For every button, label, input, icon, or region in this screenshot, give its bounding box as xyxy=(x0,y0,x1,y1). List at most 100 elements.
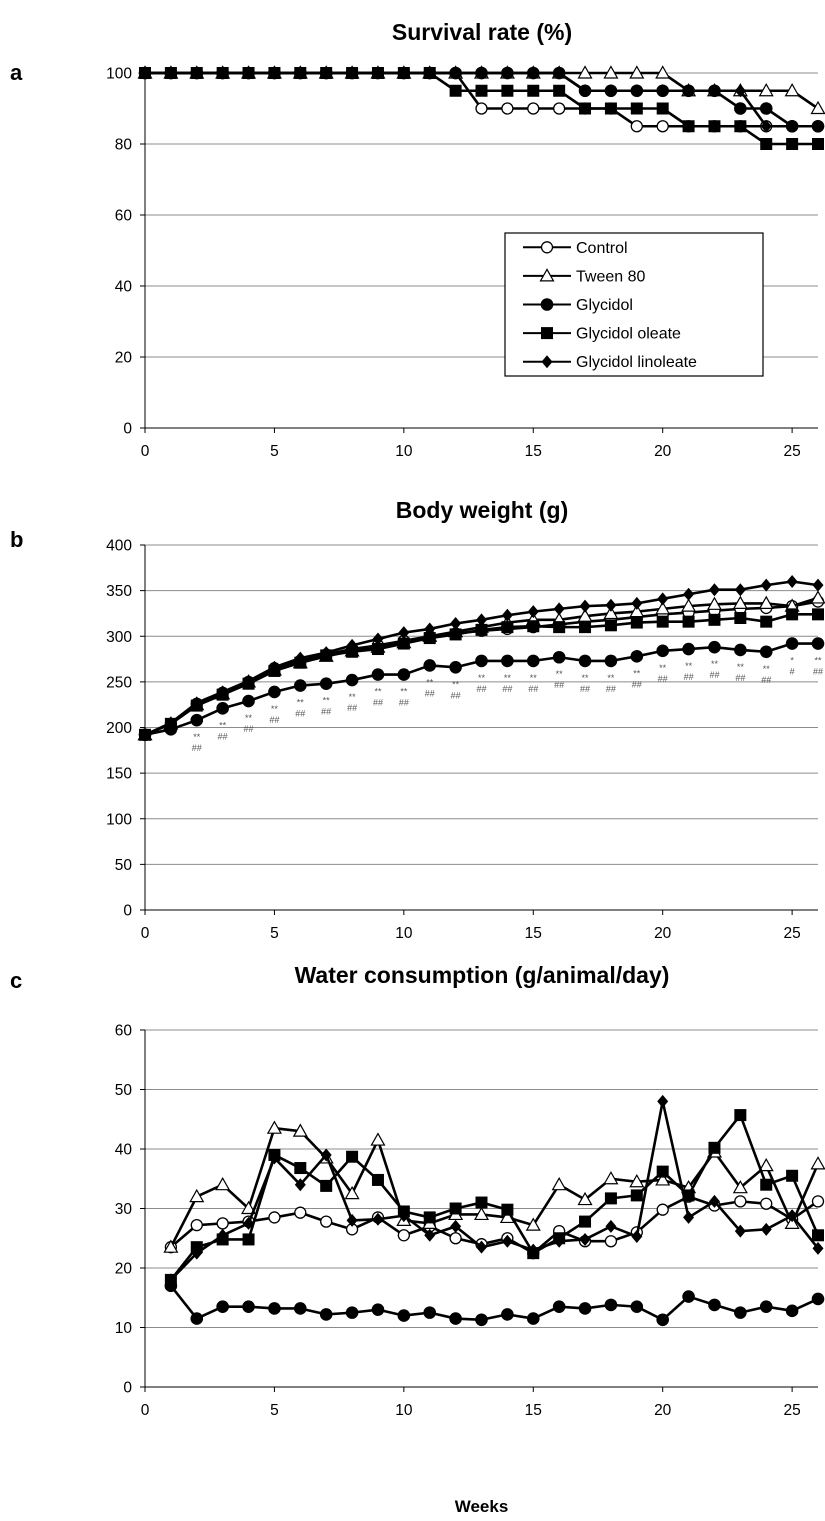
data-point xyxy=(708,1298,721,1312)
data-point xyxy=(759,1300,773,1313)
data-point xyxy=(631,596,643,610)
x-tick-label: 20 xyxy=(654,925,672,942)
data-point xyxy=(320,1179,333,1192)
data-point xyxy=(579,84,591,98)
data-point xyxy=(760,138,773,150)
data-point xyxy=(320,1215,333,1228)
y-tick-label: 0 xyxy=(123,1380,132,1397)
data-point xyxy=(397,637,410,650)
data-point xyxy=(631,84,643,98)
significance-mark-top: ** xyxy=(478,673,486,683)
significance-mark-top: ** xyxy=(323,696,331,706)
data-point xyxy=(294,1178,306,1192)
data-point xyxy=(655,601,671,615)
significance-mark-top: ** xyxy=(530,673,538,683)
data-point xyxy=(190,713,204,727)
data-point xyxy=(242,1233,255,1246)
legend-marker xyxy=(540,241,554,254)
series-glycidol-linoleate xyxy=(139,66,824,133)
data-point xyxy=(165,66,177,80)
data-point xyxy=(398,66,410,80)
data-point xyxy=(449,628,462,641)
data-point xyxy=(656,1165,669,1178)
data-point xyxy=(579,621,592,634)
x-tick-label: 10 xyxy=(395,925,413,942)
significance-mark-top: ** xyxy=(297,698,305,708)
data-point xyxy=(810,100,825,115)
data-point xyxy=(475,623,488,636)
data-point xyxy=(603,1171,619,1185)
data-point xyxy=(604,619,617,632)
data-point xyxy=(501,102,514,115)
significance-mark-bottom: ## xyxy=(580,684,590,694)
significance-mark-bottom: ## xyxy=(684,672,694,682)
data-point xyxy=(786,1169,799,1182)
data-point xyxy=(266,1120,282,1134)
data-point xyxy=(810,590,825,604)
significance-mark-bottom: ## xyxy=(632,679,642,689)
x-tick-label: 5 xyxy=(270,1402,279,1419)
data-point xyxy=(603,65,619,79)
data-point xyxy=(683,587,695,601)
data-point xyxy=(553,602,565,616)
series-line xyxy=(145,71,818,128)
data-point xyxy=(734,120,747,133)
data-point xyxy=(372,632,384,646)
chart-title: Water consumption (g/animal/day) xyxy=(295,962,670,988)
significance-mark-top: ** xyxy=(245,713,253,723)
data-point xyxy=(603,605,619,620)
data-point xyxy=(683,84,695,98)
data-point xyxy=(294,1302,307,1315)
data-point xyxy=(215,1176,231,1191)
data-point xyxy=(553,621,566,634)
y-tick-label: 50 xyxy=(115,857,133,874)
data-point xyxy=(759,102,773,115)
significance-mark-top: ** xyxy=(763,664,771,674)
data-point xyxy=(682,642,695,656)
data-point xyxy=(423,1306,437,1319)
data-point xyxy=(605,598,617,612)
significance-mark-bottom: ## xyxy=(451,690,461,700)
legend-label: Glycidol linoleate xyxy=(576,354,697,371)
data-point xyxy=(629,65,645,79)
data-point xyxy=(475,654,488,668)
panel-letter: b xyxy=(10,527,23,552)
data-point xyxy=(630,120,643,133)
data-point xyxy=(708,84,720,98)
significance-mark-bottom: ## xyxy=(528,684,538,694)
significance-mark-bottom: ## xyxy=(295,709,305,719)
y-tick-label: 40 xyxy=(115,1142,133,1159)
data-point xyxy=(424,622,436,636)
y-tick-label: 350 xyxy=(106,583,132,600)
series-glycidol-linoleate xyxy=(139,575,824,742)
significance-mark-bottom: ## xyxy=(321,707,331,717)
x-tick-label: 5 xyxy=(270,925,279,942)
significance-mark-bottom: ## xyxy=(244,724,254,734)
data-point xyxy=(734,1224,746,1238)
data-point xyxy=(656,1313,669,1327)
y-tick-label: 60 xyxy=(115,208,133,225)
data-point xyxy=(681,598,697,612)
data-point xyxy=(734,84,746,98)
x-tick-label: 15 xyxy=(525,443,542,460)
y-tick-label: 20 xyxy=(115,1261,133,1278)
data-point xyxy=(604,654,618,668)
data-point xyxy=(656,644,669,658)
data-point xyxy=(811,637,825,650)
data-point xyxy=(579,102,592,115)
data-point xyxy=(346,1213,358,1227)
data-point xyxy=(732,1179,748,1194)
data-point xyxy=(397,1229,410,1242)
x-tick-label: 5 xyxy=(270,443,279,460)
data-point xyxy=(475,1196,488,1209)
series-glycidol-linoleate xyxy=(165,1094,824,1287)
y-tick-label: 400 xyxy=(106,538,132,555)
x-axis-label: Weeks xyxy=(455,1497,509,1516)
data-point xyxy=(527,84,540,97)
data-point xyxy=(346,1150,359,1163)
data-point xyxy=(708,1141,721,1154)
data-point xyxy=(344,1185,360,1200)
data-point xyxy=(501,1234,513,1248)
significance-mark-top: ** xyxy=(685,661,693,671)
data-point xyxy=(786,138,799,150)
